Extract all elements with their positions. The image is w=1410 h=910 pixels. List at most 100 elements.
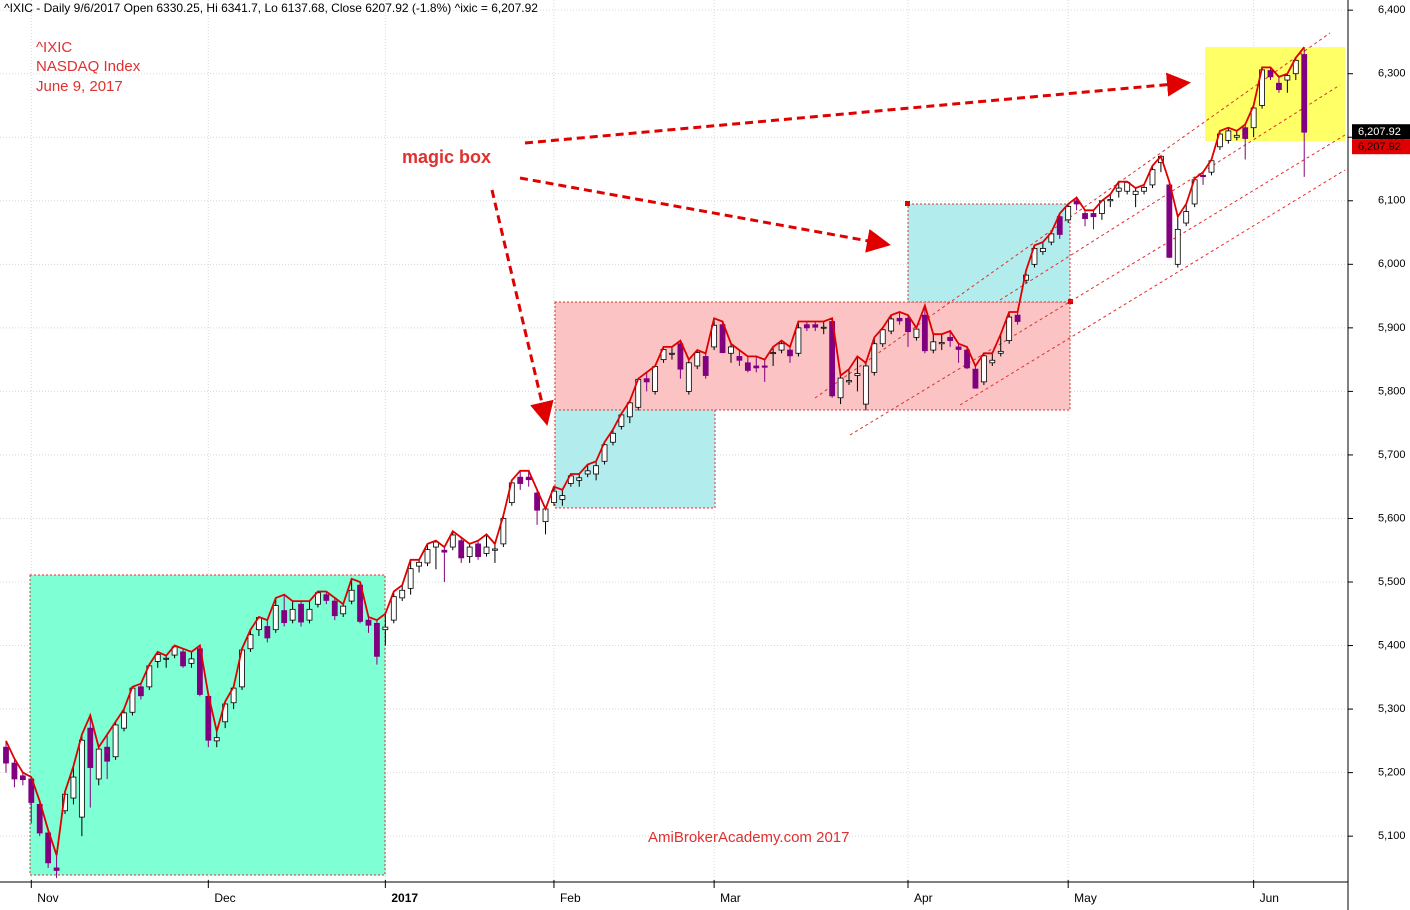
annotation: ^IXIC [36,39,72,56]
candle-body [534,492,540,511]
header: ^IXIC - Daily 9/6/2017 Open 6330.25, Hi … [4,1,538,15]
candle-body [180,651,186,667]
candle-body [95,748,102,780]
annotation: magic box [402,147,491,167]
candle-body [45,832,52,864]
candle-body [820,326,827,329]
candle-body [1149,169,1156,186]
candle-body [1174,228,1181,265]
candle-body [264,626,271,639]
candle-body [744,362,751,371]
price-badge-label: 6,207.92 [1358,141,1401,153]
candle-body [374,622,380,657]
annotation: NASDAQ Index [36,58,141,75]
candle-body [1132,190,1139,195]
candle-body [694,352,701,367]
price-badge [1352,124,1410,140]
candle-body [938,342,945,345]
candle-body [1183,211,1190,224]
channel-line [999,84,1341,301]
candle-body [323,594,330,601]
candle-body [812,324,819,328]
candle-body [1065,206,1072,221]
candle-body [1267,70,1274,78]
annotation: June 9, 2017 [36,78,123,95]
y-tick-label: 5,800 [1378,385,1406,397]
candle-body [272,605,279,631]
candle-body [719,324,726,354]
candle-body [846,380,852,383]
candle-body [525,476,532,481]
candle-body [87,727,94,768]
candle-body [407,568,414,589]
candle-body [601,444,608,462]
candle-body [247,634,254,650]
x-tick-label: Jun [1260,891,1279,905]
candle-body [281,610,288,624]
candle-body [104,746,111,762]
candle-body [593,465,599,475]
y-tick-label: 5,600 [1378,512,1406,524]
candle-body [888,318,895,332]
candle-body [441,549,448,553]
y-tick-label: 5,900 [1378,322,1406,334]
candle-body [483,546,490,554]
candle-body [1141,187,1147,192]
candle-body [433,541,439,548]
candle-body [3,746,9,764]
arrows [490,72,1191,426]
x-tick-label: Apr [914,891,933,905]
candle-body [551,490,557,503]
candle-body [930,341,937,351]
candle-body [997,350,1004,354]
channel [814,32,1346,436]
candle-body [980,355,987,383]
arrow [490,189,554,426]
candle-body [921,314,928,352]
candle-body [70,776,77,799]
candle-body [787,349,793,357]
candle-body [1006,316,1013,341]
candle-body [770,352,777,355]
candle-body [761,365,768,368]
price-badge [1352,139,1410,155]
candle-body [1276,82,1282,90]
x-tick-label: Dec [214,891,235,905]
candle-body [289,608,296,621]
y-tick-label: 5,300 [1378,703,1406,715]
candle-body [610,432,616,443]
candle-body [154,654,161,662]
candle-body [188,658,195,664]
candle-body [677,343,684,370]
candle-body [390,596,397,621]
candle-body [736,356,743,361]
candle-body [466,546,473,557]
annotation: AmiBrokerAcademy.com 2017 [648,829,849,846]
candle-body [449,534,456,548]
high-line [5,46,1305,856]
y-tick-label: 5,100 [1378,830,1406,842]
candle-body [685,362,692,392]
candle-body [559,495,566,500]
candle-body [1284,75,1291,81]
y-tick-label: 5,700 [1378,449,1406,461]
y-tick-label: 5,200 [1378,767,1406,779]
candle-body [803,324,810,329]
y-tick-label: 6,400 [1378,4,1406,16]
candle-body [576,477,583,481]
candle-body [416,561,422,567]
box [554,409,716,509]
candle-body [1082,213,1088,219]
price-badge-label: 6,207.92 [1358,126,1401,138]
candle-body [331,600,338,617]
box [1205,47,1345,141]
x-tick-label: May [1074,891,1097,905]
candle-body [306,608,313,621]
candle-body [1242,127,1249,139]
candle-body [112,724,119,758]
candle-body [1225,130,1232,141]
y-tick-label: 6,300 [1378,68,1406,80]
candle-body [584,470,591,475]
candle-body [1301,54,1308,133]
